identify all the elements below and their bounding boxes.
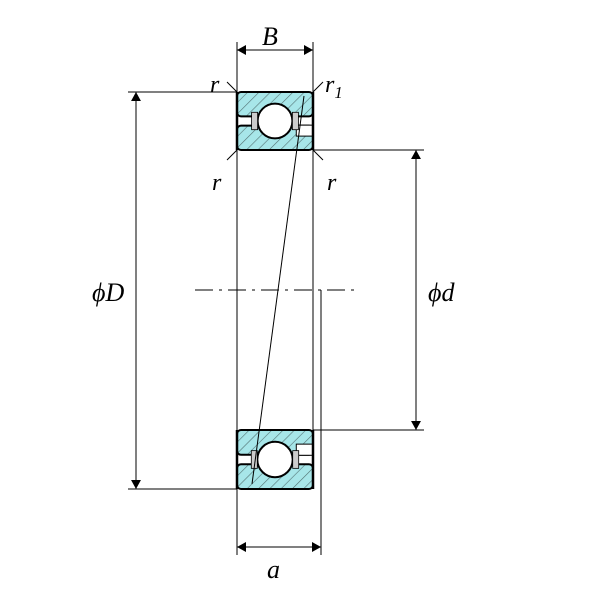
label-r1-top-right: r1 bbox=[325, 72, 343, 103]
label-B: B bbox=[262, 22, 278, 52]
label-r-top-left: r bbox=[210, 72, 219, 99]
label-a: a bbox=[267, 555, 280, 585]
label-D: ϕD bbox=[92, 278, 124, 308]
label-d: ϕd bbox=[428, 278, 454, 308]
bearing-diagram-svg bbox=[0, 0, 600, 600]
diagram-stage: B ϕD ϕd a r r1 r r bbox=[0, 0, 600, 600]
label-r1-base: r bbox=[325, 72, 334, 98]
label-D-text: D bbox=[105, 278, 124, 307]
label-r-bottom-right: r bbox=[327, 170, 336, 197]
phi-D: ϕ bbox=[92, 278, 105, 307]
label-d-text: d bbox=[441, 278, 454, 307]
phi-d: ϕ bbox=[428, 278, 441, 307]
label-r1-sub: 1 bbox=[334, 83, 342, 102]
label-r-bottom-left: r bbox=[212, 170, 221, 197]
